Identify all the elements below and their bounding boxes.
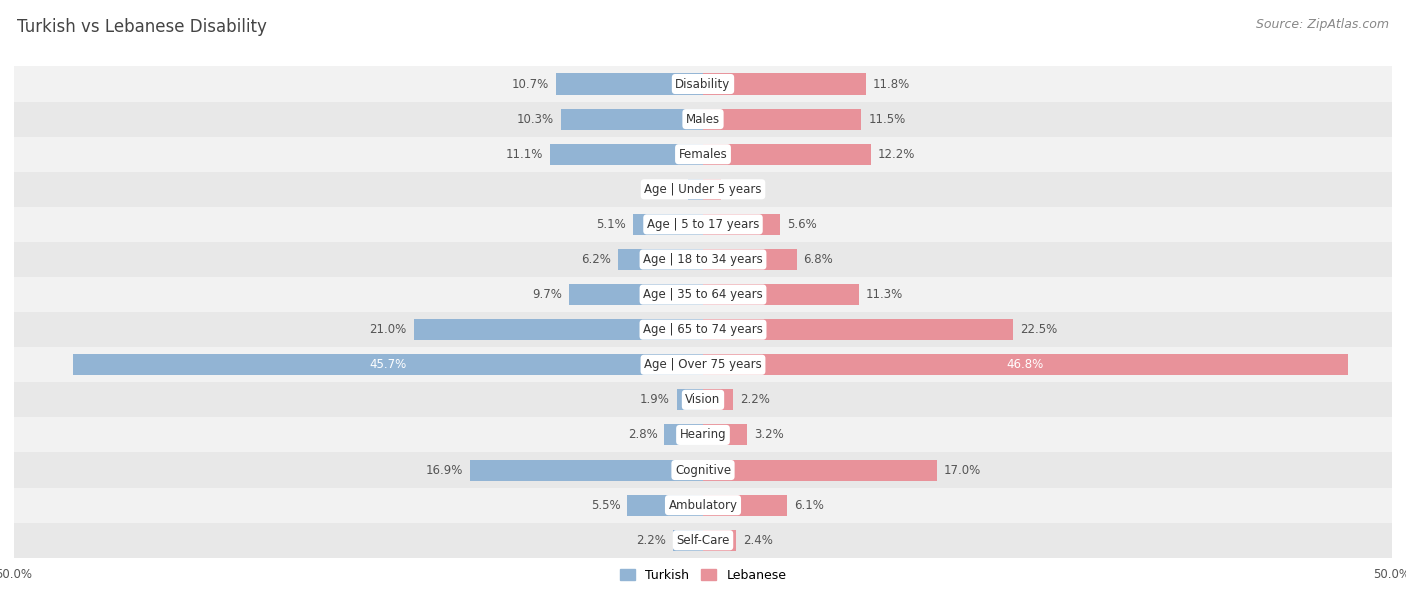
Text: Source: ZipAtlas.com: Source: ZipAtlas.com xyxy=(1256,18,1389,31)
Bar xyxy=(703,460,938,480)
Bar xyxy=(14,207,1392,242)
Bar xyxy=(703,214,780,235)
Text: Females: Females xyxy=(679,147,727,161)
Text: 12.2%: 12.2% xyxy=(877,147,915,161)
Bar xyxy=(703,494,787,516)
Text: Males: Males xyxy=(686,113,720,125)
Text: 6.8%: 6.8% xyxy=(804,253,834,266)
Bar xyxy=(14,102,1392,136)
Bar xyxy=(14,277,1392,312)
Text: 11.1%: 11.1% xyxy=(506,147,543,161)
Text: 46.8%: 46.8% xyxy=(1007,358,1045,371)
Text: 16.9%: 16.9% xyxy=(426,463,463,477)
Text: Turkish vs Lebanese Disability: Turkish vs Lebanese Disability xyxy=(17,18,267,36)
Bar xyxy=(14,452,1392,488)
Text: Ambulatory: Ambulatory xyxy=(668,499,738,512)
Text: 2.4%: 2.4% xyxy=(742,534,773,547)
Bar xyxy=(627,494,703,516)
Text: Age | 5 to 17 years: Age | 5 to 17 years xyxy=(647,218,759,231)
Text: 1.3%: 1.3% xyxy=(728,183,758,196)
Bar xyxy=(550,144,703,165)
Bar xyxy=(470,460,703,480)
Text: Age | Over 75 years: Age | Over 75 years xyxy=(644,358,762,371)
Text: 11.5%: 11.5% xyxy=(869,113,905,125)
Text: Age | 65 to 74 years: Age | 65 to 74 years xyxy=(643,323,763,336)
Text: 45.7%: 45.7% xyxy=(370,358,406,371)
Text: 5.5%: 5.5% xyxy=(591,499,620,512)
Bar xyxy=(665,424,703,446)
Bar xyxy=(672,530,703,551)
Bar xyxy=(676,389,703,411)
Text: 11.3%: 11.3% xyxy=(866,288,903,301)
Bar xyxy=(73,354,703,375)
Bar xyxy=(688,179,703,200)
Text: Self-Care: Self-Care xyxy=(676,534,730,547)
Bar xyxy=(14,347,1392,382)
Bar xyxy=(561,108,703,130)
Bar xyxy=(703,73,866,94)
Text: 5.1%: 5.1% xyxy=(596,218,626,231)
Bar xyxy=(413,319,703,340)
Bar xyxy=(14,488,1392,523)
Bar xyxy=(14,242,1392,277)
Text: 6.1%: 6.1% xyxy=(794,499,824,512)
Bar xyxy=(703,389,734,411)
Text: 10.3%: 10.3% xyxy=(517,113,554,125)
Bar xyxy=(569,284,703,305)
Text: 9.7%: 9.7% xyxy=(533,288,562,301)
Bar xyxy=(703,354,1348,375)
Text: Disability: Disability xyxy=(675,78,731,91)
Text: 3.2%: 3.2% xyxy=(754,428,783,441)
Bar xyxy=(14,382,1392,417)
Text: 21.0%: 21.0% xyxy=(370,323,406,336)
Text: 6.2%: 6.2% xyxy=(581,253,610,266)
Bar xyxy=(703,424,747,446)
Text: Vision: Vision xyxy=(685,394,721,406)
Legend: Turkish, Lebanese: Turkish, Lebanese xyxy=(614,564,792,587)
Text: 1.1%: 1.1% xyxy=(651,183,681,196)
Bar xyxy=(14,523,1392,558)
Text: Hearing: Hearing xyxy=(679,428,727,441)
Text: Age | 35 to 64 years: Age | 35 to 64 years xyxy=(643,288,763,301)
Bar xyxy=(703,249,797,270)
Text: 2.2%: 2.2% xyxy=(636,534,666,547)
Text: 2.2%: 2.2% xyxy=(740,394,770,406)
Text: 2.8%: 2.8% xyxy=(628,428,658,441)
Bar xyxy=(703,144,872,165)
Text: 5.6%: 5.6% xyxy=(787,218,817,231)
Text: Age | 18 to 34 years: Age | 18 to 34 years xyxy=(643,253,763,266)
Text: 22.5%: 22.5% xyxy=(1019,323,1057,336)
Bar xyxy=(14,67,1392,102)
Bar xyxy=(14,172,1392,207)
Text: 17.0%: 17.0% xyxy=(945,463,981,477)
Bar xyxy=(703,179,721,200)
Bar xyxy=(14,136,1392,172)
Bar xyxy=(703,319,1012,340)
Bar xyxy=(555,73,703,94)
Bar xyxy=(617,249,703,270)
Bar xyxy=(703,530,737,551)
Text: Cognitive: Cognitive xyxy=(675,463,731,477)
Bar xyxy=(633,214,703,235)
Text: Age | Under 5 years: Age | Under 5 years xyxy=(644,183,762,196)
Text: 1.9%: 1.9% xyxy=(640,394,669,406)
Bar xyxy=(14,312,1392,347)
Bar xyxy=(14,417,1392,452)
Text: 10.7%: 10.7% xyxy=(512,78,548,91)
Text: 11.8%: 11.8% xyxy=(873,78,910,91)
Bar xyxy=(703,284,859,305)
Bar xyxy=(703,108,862,130)
